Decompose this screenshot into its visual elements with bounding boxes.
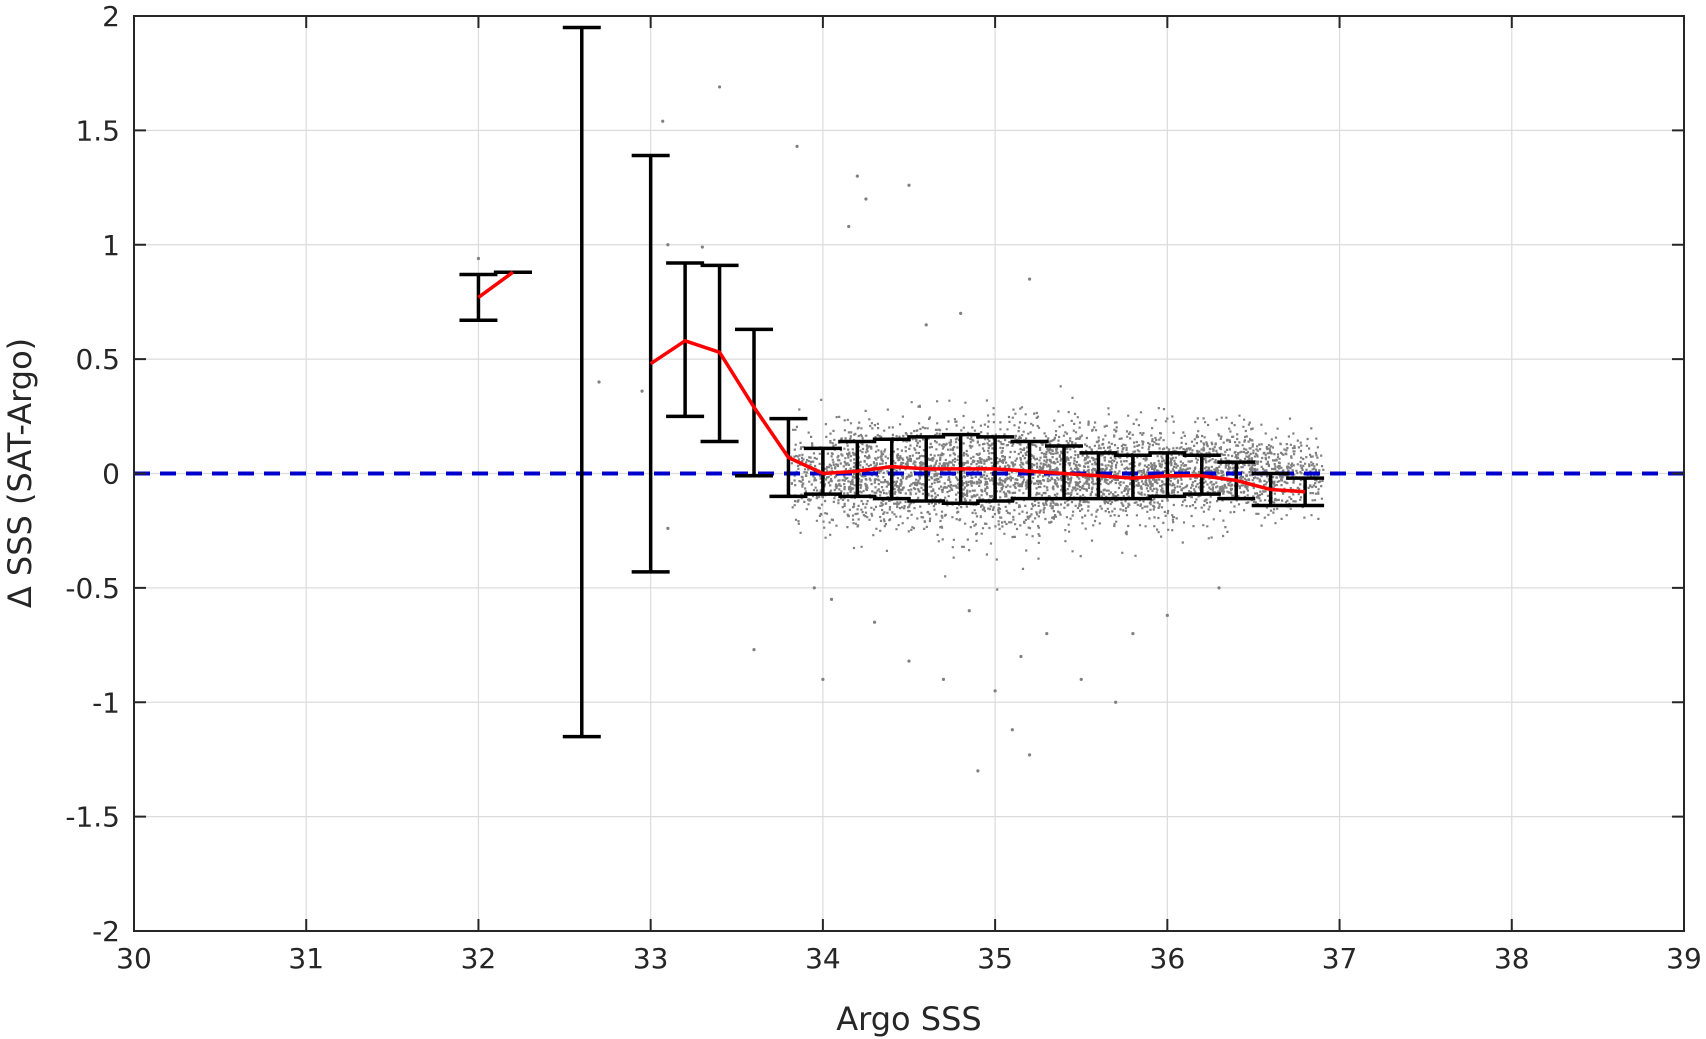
y-axis-ticks: -2 -1.5 -1 -0.5 0 0.5 1 1.5 2	[65, 0, 1684, 948]
scatter-point	[1010, 728, 1014, 732]
scatter-point	[1045, 632, 1049, 636]
error-bar	[735, 327, 773, 478]
scatter-point	[1131, 632, 1135, 636]
y-tick-label: -1	[92, 686, 120, 719]
scatter-points	[476, 85, 1325, 773]
x-tick-label: 31	[288, 942, 324, 975]
scatter-cloud	[788, 385, 1325, 591]
y-tick-label: -2	[92, 915, 120, 948]
scatter-point	[1114, 700, 1118, 704]
y-tick-label: 0.5	[75, 343, 120, 376]
scatter-point	[597, 380, 601, 384]
error-bar	[872, 437, 911, 501]
scatter-point	[959, 311, 963, 315]
error-bar	[1286, 476, 1325, 508]
scatter-point	[907, 183, 911, 187]
mean-line-segment	[649, 339, 1306, 494]
error-bar	[838, 439, 877, 499]
scatter-point	[847, 224, 851, 229]
scatter-point	[829, 597, 834, 601]
y-tick-label: 2	[102, 0, 120, 33]
x-tick-label: 37	[1322, 942, 1358, 975]
scatter-point	[1019, 654, 1023, 659]
scatter-point	[1079, 677, 1083, 681]
x-tick-label: 33	[633, 942, 669, 975]
scatter-point	[1165, 613, 1169, 617]
scatter-point	[941, 677, 946, 681]
scatter-point	[855, 174, 859, 178]
scatter-point	[1027, 277, 1032, 281]
x-tick-label: 38	[1494, 942, 1530, 975]
mean-line-segment	[477, 270, 514, 299]
y-tick-label: 0	[102, 458, 120, 491]
scatter-point	[666, 243, 670, 247]
x-tick-label: 34	[805, 942, 841, 975]
x-tick-label: 39	[1666, 942, 1702, 975]
scatter-point	[795, 144, 799, 148]
scatter-point	[1027, 753, 1032, 757]
scatter-point	[967, 609, 971, 613]
y-tick-label: -1.5	[65, 801, 120, 834]
x-axis-ticks: 30 31 32 33 34 35 36 37 38 39	[116, 16, 1702, 975]
x-tick-label: 36	[1150, 942, 1186, 975]
y-tick-label: 1.5	[75, 114, 120, 147]
error-bar	[803, 446, 842, 496]
error-bar	[631, 153, 670, 574]
scatter-point	[476, 256, 481, 261]
scatter-point	[717, 85, 722, 89]
scatter-point	[812, 586, 816, 590]
y-tick-label: -0.5	[65, 572, 120, 605]
y-tick-label: 1	[102, 229, 120, 262]
scatter-point	[1217, 586, 1221, 590]
scatter-point	[993, 689, 997, 693]
mean-line	[477, 270, 1306, 494]
scatter-point	[864, 197, 868, 201]
scatter-point	[666, 526, 670, 531]
scatter-point	[700, 245, 704, 249]
scatter-point	[752, 648, 756, 652]
x-tick-label: 32	[461, 942, 497, 975]
scatter-point	[976, 769, 980, 773]
y-axis-label: Δ SSS (SAT-Argo)	[1, 338, 39, 608]
error-bar	[562, 25, 601, 739]
x-axis-label: Argo SSS	[836, 1000, 981, 1038]
scatter-point	[640, 389, 644, 393]
scatter-point	[907, 659, 911, 663]
scatter-point	[661, 119, 665, 123]
x-tick-label: 35	[977, 942, 1013, 975]
scatter-point	[924, 323, 928, 327]
scatter-point	[872, 620, 877, 624]
x-tick-label: 30	[116, 942, 152, 975]
scatter-point	[821, 677, 825, 681]
